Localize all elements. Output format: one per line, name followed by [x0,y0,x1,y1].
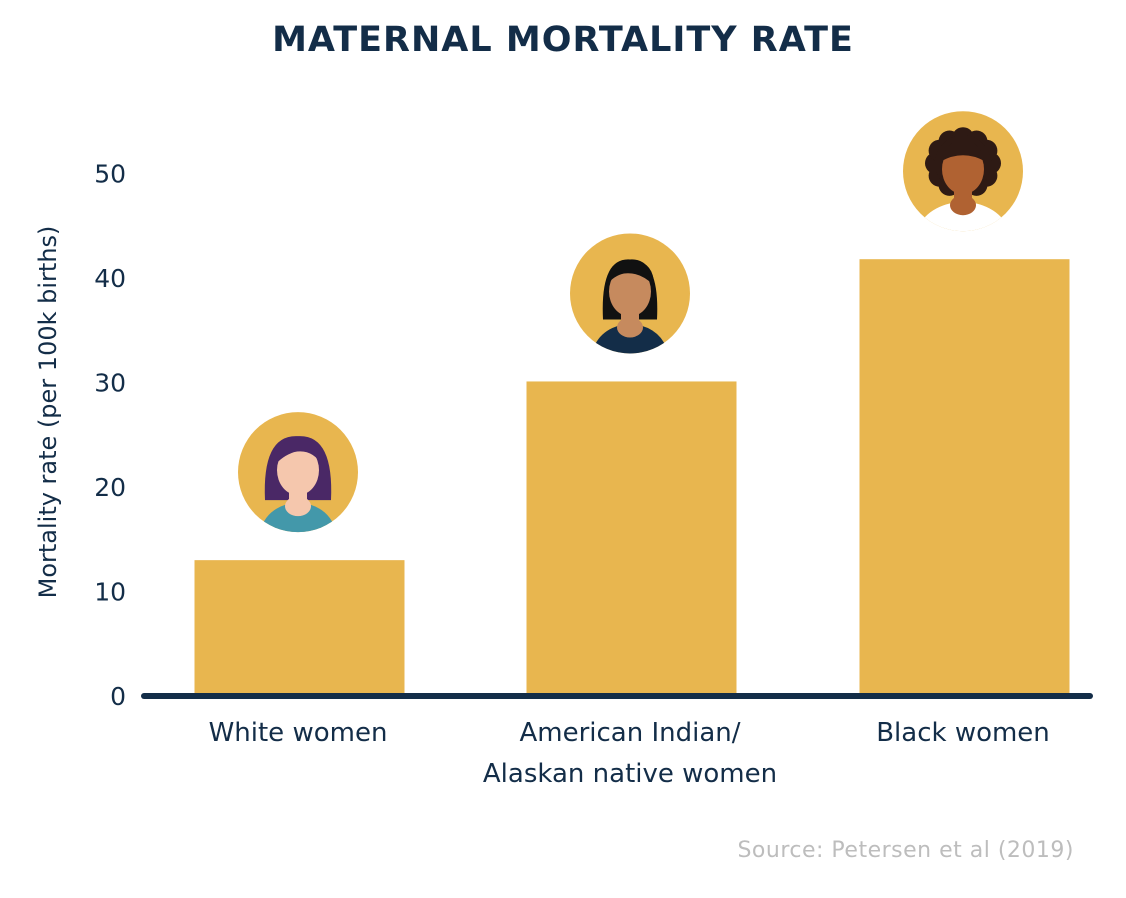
white-woman-avatar-icon [238,412,358,533]
chart-title: MATERNAL MORTALITY RATE [272,20,854,60]
y-tick-label: 40 [94,264,126,293]
y-tick-label: 50 [94,160,126,189]
bar [526,381,737,696]
category-label: American Indian/ [519,718,740,748]
category-label: White women [209,718,388,748]
bars [194,259,1070,696]
bar [194,560,405,696]
source-note: Source: Petersen et al (2019) [737,838,1074,863]
black-woman-avatar-icon [903,111,1023,232]
american-indian-woman-avatar-icon [570,233,690,354]
category-label: Black women [876,718,1050,748]
y-axis-label-group: Mortality rate (per 100k births) [34,226,62,599]
y-tick-label: 10 [94,578,126,607]
y-axis-label: Mortality rate (per 100k births) [34,226,62,599]
category-label: Alaskan native women [483,759,777,789]
y-tick-label: 20 [94,473,126,502]
category-labels: White women American Indian/Alaskan nativ… [209,718,1050,789]
bar [859,259,1070,696]
y-tick-label: 0 [110,682,126,711]
y-tick-labels: 0 10 20 30 40 50 [94,160,126,712]
avatars [238,111,1023,533]
y-tick-label: 30 [94,369,126,398]
